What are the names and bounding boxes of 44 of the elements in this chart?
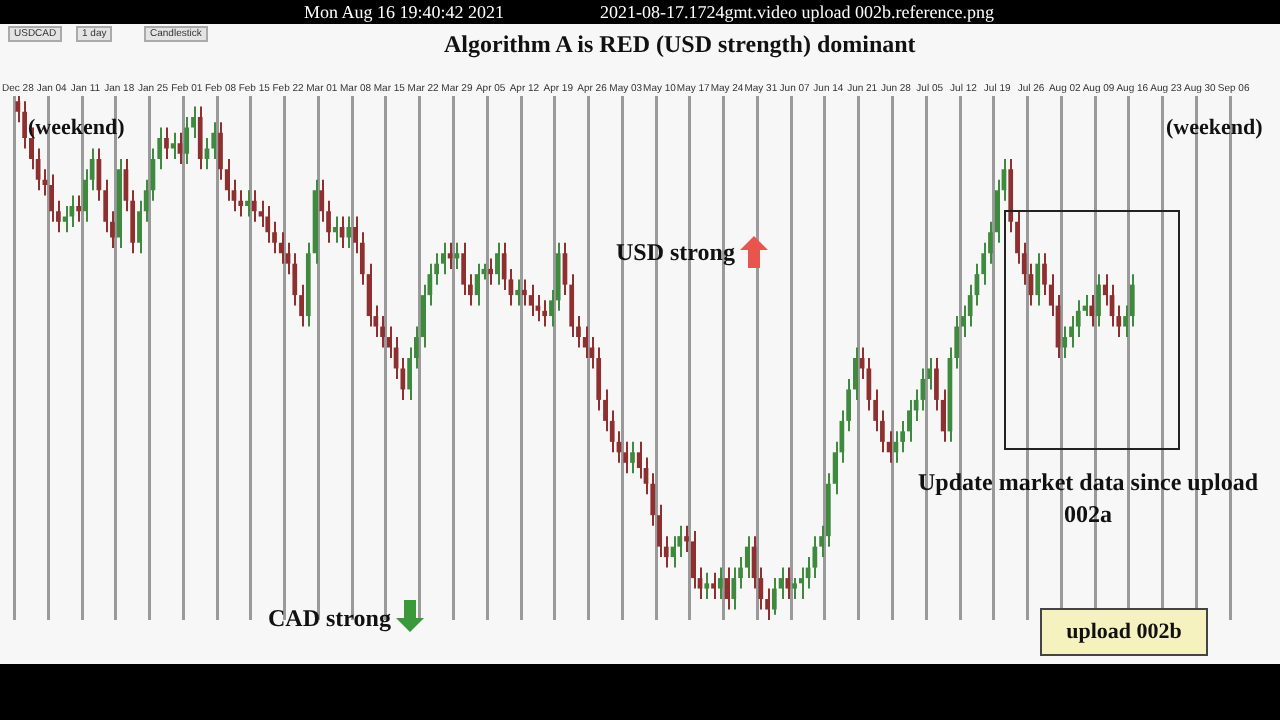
- candlestick: [1035, 252, 1041, 307]
- candlestick: [785, 566, 791, 601]
- candlestick: [76, 194, 82, 223]
- candlestick: [636, 440, 642, 480]
- chart-subtitle: 2021-08-17.1724gmt.video upload 002b.reference.png: [600, 2, 994, 22]
- candlestick: [542, 299, 548, 328]
- candlestick: [711, 571, 716, 601]
- candlestick: [495, 241, 500, 286]
- candlestick: [717, 566, 723, 601]
- candlestick: [771, 577, 777, 616]
- candlestick: [170, 131, 176, 160]
- candlestick: [792, 577, 797, 601]
- candlestick: [1089, 294, 1095, 328]
- candlestick: [515, 278, 521, 307]
- annotation: upload 002b: [1040, 608, 1208, 656]
- candlestick: [346, 215, 352, 249]
- annotation: (weekend): [28, 116, 125, 140]
- candlestick: [251, 189, 257, 223]
- candlestick: [488, 257, 494, 286]
- text: Algorithm A is RED (USD strength) dominant: [444, 30, 916, 60]
- chart-title: Mon Aug 16 19:40:42 2021: [304, 2, 505, 22]
- candlestick: [184, 115, 190, 166]
- candlestick: [1062, 325, 1068, 359]
- candlestick: [798, 566, 804, 601]
- candlestick: [1096, 273, 1101, 328]
- candlestick: [49, 173, 54, 223]
- candlestick: [704, 571, 710, 601]
- candlestick: [522, 278, 527, 307]
- candlestick: [474, 262, 480, 307]
- candlestick: [528, 283, 534, 318]
- candlestick: [245, 189, 250, 218]
- annotation: (weekend): [1166, 116, 1263, 140]
- candlestick: [332, 215, 338, 244]
- candlestick: [731, 566, 737, 611]
- candlestick: [461, 241, 466, 297]
- candlestick: [164, 126, 169, 160]
- annotation: Update market data since upload 002a: [915, 466, 1260, 530]
- candlestick: [690, 529, 696, 590]
- candlestick: [265, 205, 271, 244]
- candlestick: [630, 440, 635, 475]
- annotation: CAD strong: [268, 604, 391, 634]
- candlestick: [62, 205, 68, 234]
- candlestick: [197, 105, 203, 171]
- annotation: USD strong: [616, 238, 735, 268]
